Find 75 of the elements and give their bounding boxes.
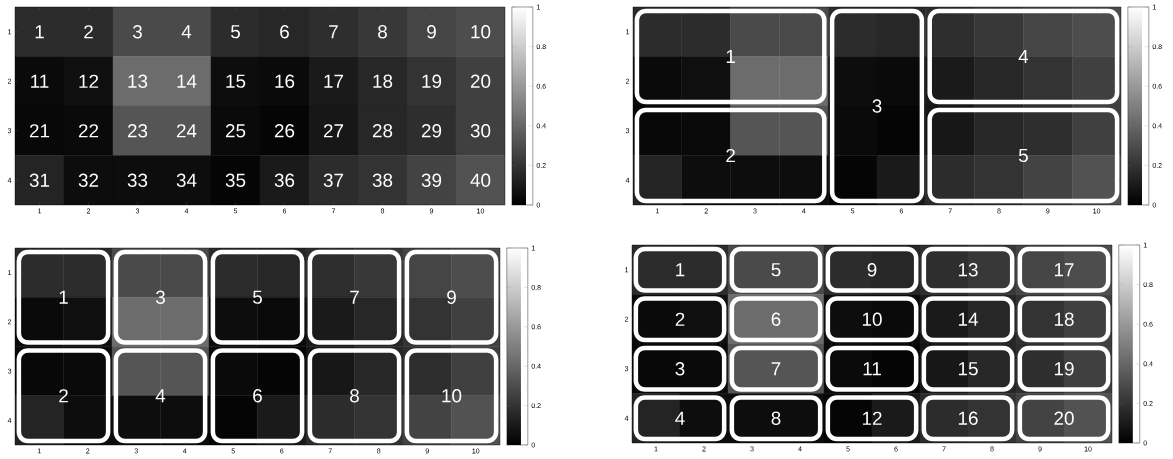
x-tick-label: 9: [427, 25, 436, 39]
annotation: 22: [78, 124, 99, 138]
annotation: 3: [872, 99, 882, 113]
annotation: 12: [862, 411, 882, 425]
y-tick-label: 3: [675, 362, 685, 376]
annotation: 25: [225, 124, 246, 138]
annotation: 28: [372, 124, 393, 138]
annotation: 27: [323, 124, 344, 138]
y-tick-label: 4: [675, 411, 685, 425]
annotation: 20: [1054, 411, 1074, 425]
annotation: 5: [252, 290, 262, 304]
annotation: 34: [176, 173, 197, 187]
annotation: 19: [422, 74, 442, 88]
annotation: 32: [78, 173, 99, 187]
annotation: 21: [29, 124, 50, 138]
annotation: 13: [128, 74, 148, 88]
x-tick-label: 1: [35, 25, 44, 39]
annotation: 9: [867, 263, 877, 277]
annotation: 17: [324, 74, 344, 88]
annotation: 11: [863, 362, 881, 376]
annotation: 7: [350, 290, 359, 304]
annotation: 8: [771, 411, 781, 425]
x-tick-label: 4: [181, 25, 192, 39]
annotation: 36: [274, 173, 295, 187]
annotation: 20: [470, 74, 491, 88]
annotation: 1: [726, 49, 735, 64]
annotation: 6: [253, 389, 262, 403]
x-tick-label: 10: [471, 25, 491, 39]
x-tick-label: 6: [280, 25, 289, 39]
annotation: 2: [59, 389, 68, 403]
annotation: 18: [373, 74, 393, 88]
x-tick-label: 8: [378, 25, 387, 39]
annotation: 14: [958, 312, 978, 326]
annotation: 37: [323, 173, 344, 187]
annotation: 7: [771, 362, 781, 376]
annotation: 30: [470, 124, 491, 138]
annotation: 33: [127, 173, 148, 187]
annotation: 9: [447, 290, 456, 304]
x-tick-label: 2: [84, 25, 93, 39]
annotation: 5: [1018, 148, 1028, 163]
annotation: 16: [275, 74, 295, 88]
annotation: 2: [726, 148, 735, 163]
annotation: 13: [958, 263, 978, 277]
annotation: 4: [155, 389, 166, 403]
annotation: 24: [176, 124, 197, 138]
annotation: 23: [127, 124, 148, 138]
annotation: 3: [155, 290, 165, 304]
annotation: 15: [226, 74, 246, 88]
y-tick-label: 1: [676, 263, 685, 277]
annotation: 6: [771, 312, 781, 326]
annotation: 18: [1054, 312, 1074, 326]
x-tick-label: 3: [132, 25, 142, 39]
x-tick-label: 5: [230, 25, 240, 39]
annotation: 31: [29, 173, 50, 187]
annotation: 17: [1054, 263, 1074, 277]
annotation: 38: [372, 173, 393, 187]
annotation: 29: [421, 124, 442, 138]
annotation: 1: [59, 290, 68, 304]
annotation: 39: [421, 173, 442, 187]
annotation: 16: [958, 411, 978, 425]
annotation: 4: [1018, 49, 1029, 64]
y-tick-label: 2: [675, 312, 685, 326]
annotation: 14: [177, 74, 197, 88]
x-tick-label: 7: [329, 25, 338, 39]
annotation: 12: [79, 74, 99, 88]
annotation: 8: [350, 389, 359, 403]
annotation: 26: [274, 124, 295, 138]
annotation: 11: [31, 74, 49, 88]
annotation: 5: [771, 263, 781, 277]
annotation: 19: [1054, 362, 1074, 376]
annotation: 10: [862, 312, 882, 326]
annotation: 35: [225, 173, 246, 187]
annotation: 10: [442, 389, 462, 403]
annotation: 40: [470, 173, 491, 187]
annotation: 15: [958, 362, 978, 376]
